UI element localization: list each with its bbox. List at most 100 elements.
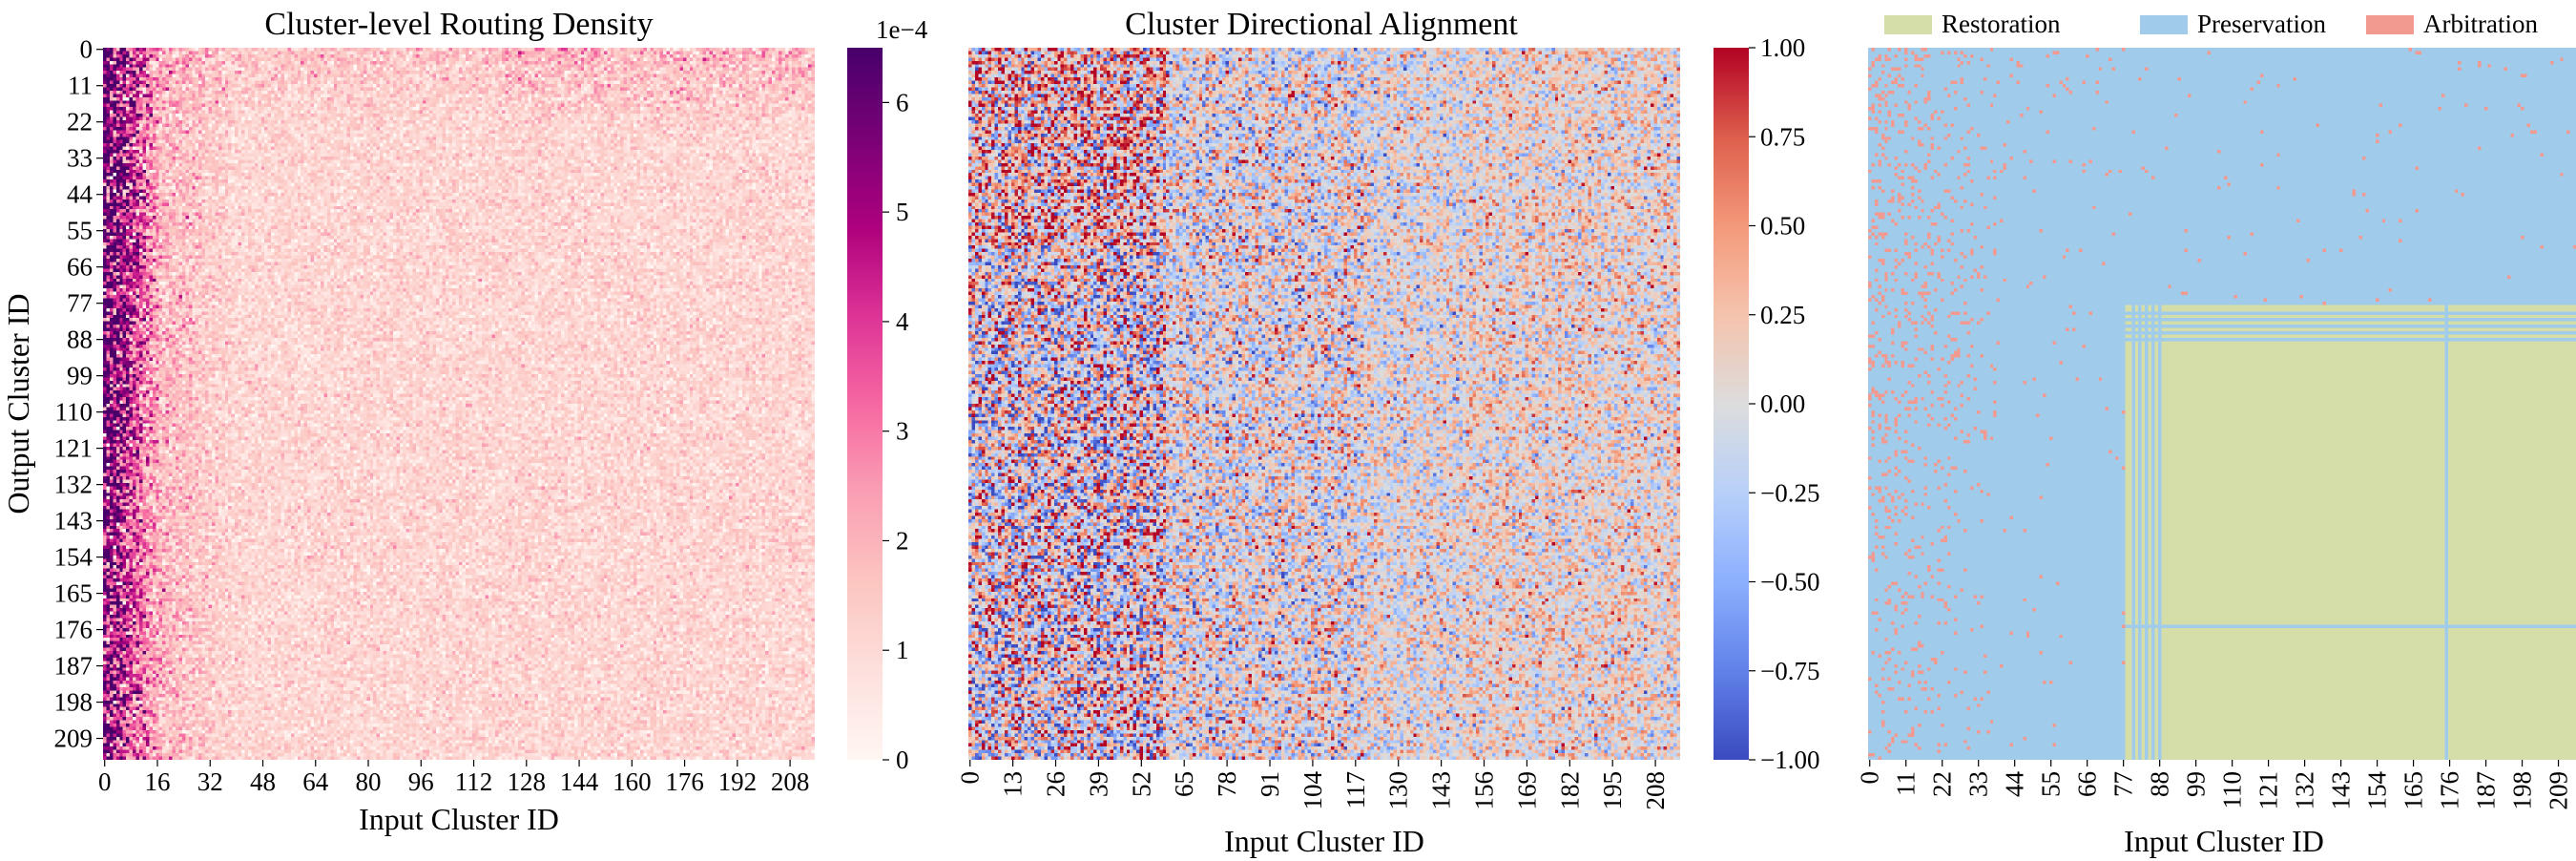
- colorbar-tick-label: 0.25: [1760, 301, 1805, 329]
- cluster-role-x-tick-label: 88: [2146, 771, 2174, 797]
- routing-density-x-ticks: 0 16 32 48 64 80 96 112 128 144 160 176 192 208: [98, 760, 809, 796]
- routing-density-y-tick-label: 176: [54, 616, 93, 644]
- cluster-role-x-tick-label: 11: [1892, 771, 1921, 796]
- routing-density-y-tick-label: 55: [67, 217, 93, 245]
- cluster-role-x-tick-label: 143: [2327, 771, 2356, 810]
- colorbar-tick-label: 0.50: [1760, 212, 1805, 241]
- routing-density-y-tick-label: 44: [67, 180, 93, 209]
- routing-density-y-ticks: 0 11 22 33 44 55 66 77 88 99 110 121 132 143 154 165 176…: [54, 35, 103, 753]
- routing-density-y-tick-label: 110: [55, 398, 93, 427]
- directional-alignment-title: Cluster Directional Alignment: [1125, 7, 1518, 42]
- routing-density-y-tick-label: 198: [54, 688, 93, 717]
- directional-alignment-colorbar-ticks: 1.00 0.75 0.50 0.25 0.00 −0.25 −0.50 −0.75 −1.00: [1749, 33, 1819, 774]
- routing-density-y-tick-label: 66: [67, 253, 93, 282]
- directional-alignment-heatmap: [968, 48, 1680, 760]
- colorbar-tick-label: 5: [896, 198, 909, 226]
- cluster-role-x-tick-label: 44: [2001, 771, 2029, 798]
- cluster-role-x-tick-label: 0: [1856, 771, 1884, 785]
- routing-density-x-tick-label: 96: [408, 767, 434, 796]
- cluster-role-x-tick-label: 154: [2363, 771, 2392, 810]
- routing-density-ylabel: Output Cluster ID: [1, 293, 35, 514]
- routing-density-x-tick-label: 32: [197, 767, 223, 796]
- routing-density-y-tick-label: 0: [80, 35, 93, 64]
- cluster-role-x-tick-label: 132: [2291, 771, 2319, 810]
- routing-density-x-tick-label: 112: [455, 767, 493, 796]
- legend-swatch-preservation: [2140, 15, 2188, 34]
- legend-label-arbitration: Arbitration: [2423, 10, 2538, 38]
- directional-alignment-x-tick-label: 39: [1084, 771, 1112, 797]
- directional-alignment-x-tick-label: 182: [1555, 771, 1584, 810]
- directional-alignment-x-tick-label: 52: [1127, 771, 1155, 797]
- directional-alignment-x-tick-label: 65: [1170, 771, 1198, 797]
- cluster-role-x-tick-label: 209: [2545, 771, 2573, 810]
- directional-alignment-x-tick-label: 13: [999, 771, 1028, 797]
- legend-swatch-restoration: [1884, 15, 1932, 34]
- routing-density-x-tick-label: 192: [718, 767, 758, 796]
- routing-density-y-tick-label: 88: [67, 326, 93, 354]
- cluster-role-x-tick-label: 33: [1964, 771, 1993, 797]
- routing-density-x-tick-label: 160: [613, 767, 652, 796]
- cluster-role-x-tick-label: 121: [2254, 771, 2283, 810]
- routing-density-y-tick-label: 187: [54, 652, 93, 681]
- cluster-role-x-tick-label: 55: [2037, 771, 2066, 797]
- colorbar-offset-label: 1e−4: [876, 15, 928, 44]
- legend-label-preservation: Preservation: [2197, 10, 2326, 38]
- colorbar-tick-label: 2: [896, 526, 909, 555]
- cluster-role-x-tick-label: 77: [2109, 771, 2138, 797]
- directional-alignment-panel: Cluster Directional Alignment 0 13 26 39 52 6…: [956, 7, 1820, 858]
- directional-alignment-x-tick-label: 130: [1384, 771, 1413, 810]
- directional-alignment-x-tick-label: 0: [956, 771, 985, 785]
- directional-alignment-x-ticks: 0 13 26 39 52 65 78 91 104 117 130 143 156 169 182 195 2…: [956, 760, 1670, 810]
- routing-density-y-tick-label: 33: [67, 144, 93, 173]
- cluster-role-x-tick-label: 187: [2472, 771, 2501, 810]
- directional-alignment-xlabel: Input Cluster ID: [1224, 824, 1424, 858]
- colorbar-tick-label: 0.75: [1760, 122, 1805, 151]
- routing-density-xlabel: Input Cluster ID: [359, 802, 559, 836]
- routing-density-y-tick-label: 11: [68, 72, 93, 100]
- colorbar-tick-label: 0: [896, 746, 909, 774]
- legend-label-restoration: Restoration: [1942, 10, 2061, 38]
- cluster-role-x-ticks: 0 11 22 33 44 55 66 77 88 99 110 121 132 143 154 165 176…: [1856, 760, 2573, 810]
- routing-density-x-tick-label: 144: [560, 767, 599, 796]
- colorbar-tick-label: 0.00: [1760, 389, 1805, 418]
- colorbar-tick-label: 1: [896, 636, 909, 664]
- colorbar-tick-label: 6: [896, 88, 909, 116]
- cluster-role-x-tick-label: 99: [2182, 771, 2211, 797]
- directional-alignment-x-tick-label: 104: [1298, 771, 1327, 810]
- routing-density-y-tick-label: 154: [54, 543, 93, 572]
- routing-density-colorbar: [847, 48, 883, 760]
- colorbar-tick-label: 3: [896, 417, 909, 446]
- routing-density-x-tick-label: 80: [356, 767, 382, 796]
- routing-density-x-tick-label: 208: [771, 767, 810, 796]
- cluster-role-xlabel: Input Cluster ID: [2124, 824, 2324, 858]
- routing-density-panel: Cluster-level Routing Density 0 16 32 48 64 8…: [1, 7, 928, 836]
- routing-density-y-tick-label: 209: [54, 724, 93, 753]
- cluster-role-heatmap: [1868, 48, 2576, 760]
- directional-alignment-x-tick-label: 78: [1213, 771, 1241, 797]
- cluster-role-x-tick-label: 176: [2436, 771, 2464, 810]
- directional-alignment-x-tick-label: 117: [1341, 771, 1370, 809]
- cluster-role-x-tick-label: 110: [2218, 771, 2247, 809]
- routing-density-y-tick-label: 143: [54, 507, 93, 536]
- routing-density-x-tick-label: 16: [144, 767, 170, 796]
- routing-density-y-tick-label: 165: [54, 579, 93, 608]
- cluster-role-x-tick-label: 198: [2508, 771, 2537, 810]
- routing-density-heatmap: [103, 48, 815, 760]
- directional-alignment-x-tick-label: 91: [1256, 771, 1284, 797]
- routing-density-y-tick-label: 121: [54, 434, 93, 463]
- cluster-role-x-tick-label: 165: [2399, 771, 2428, 810]
- directional-alignment-colorbar: [1714, 48, 1749, 760]
- routing-density-x-tick-label: 64: [302, 767, 329, 796]
- routing-density-y-tick-label: 77: [67, 289, 93, 318]
- routing-density-x-tick-label: 128: [508, 767, 547, 796]
- colorbar-tick-label: 4: [896, 307, 909, 336]
- routing-density-colorbar-ticks: 0 1 2 3 4 5 6: [883, 88, 909, 774]
- routing-density-x-tick-label: 48: [250, 767, 276, 796]
- cluster-role-panel: 0 11 22 33 44 55 66 77 88 99 110 121 132 143 154 165 176…: [1856, 10, 2576, 858]
- cluster-role-legend: Restoration Preservation Arbitration: [1884, 10, 2538, 38]
- colorbar-tick-label: 1.00: [1760, 33, 1805, 62]
- colorbar-tick-label: −0.50: [1760, 568, 1819, 597]
- cluster-role-x-tick-label: 66: [2073, 771, 2102, 797]
- directional-alignment-x-tick-label: 156: [1470, 771, 1499, 810]
